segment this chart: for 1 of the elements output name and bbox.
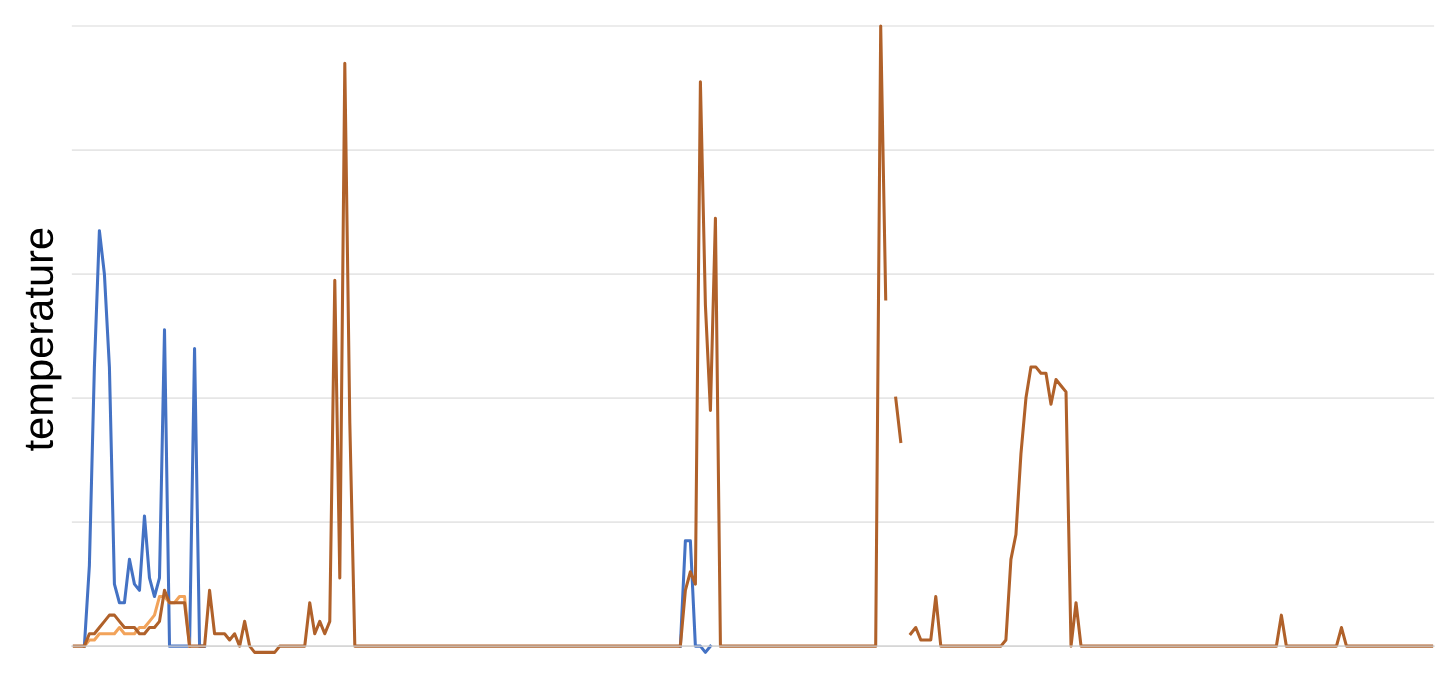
y-axis-title: temperature bbox=[25, 228, 62, 451]
